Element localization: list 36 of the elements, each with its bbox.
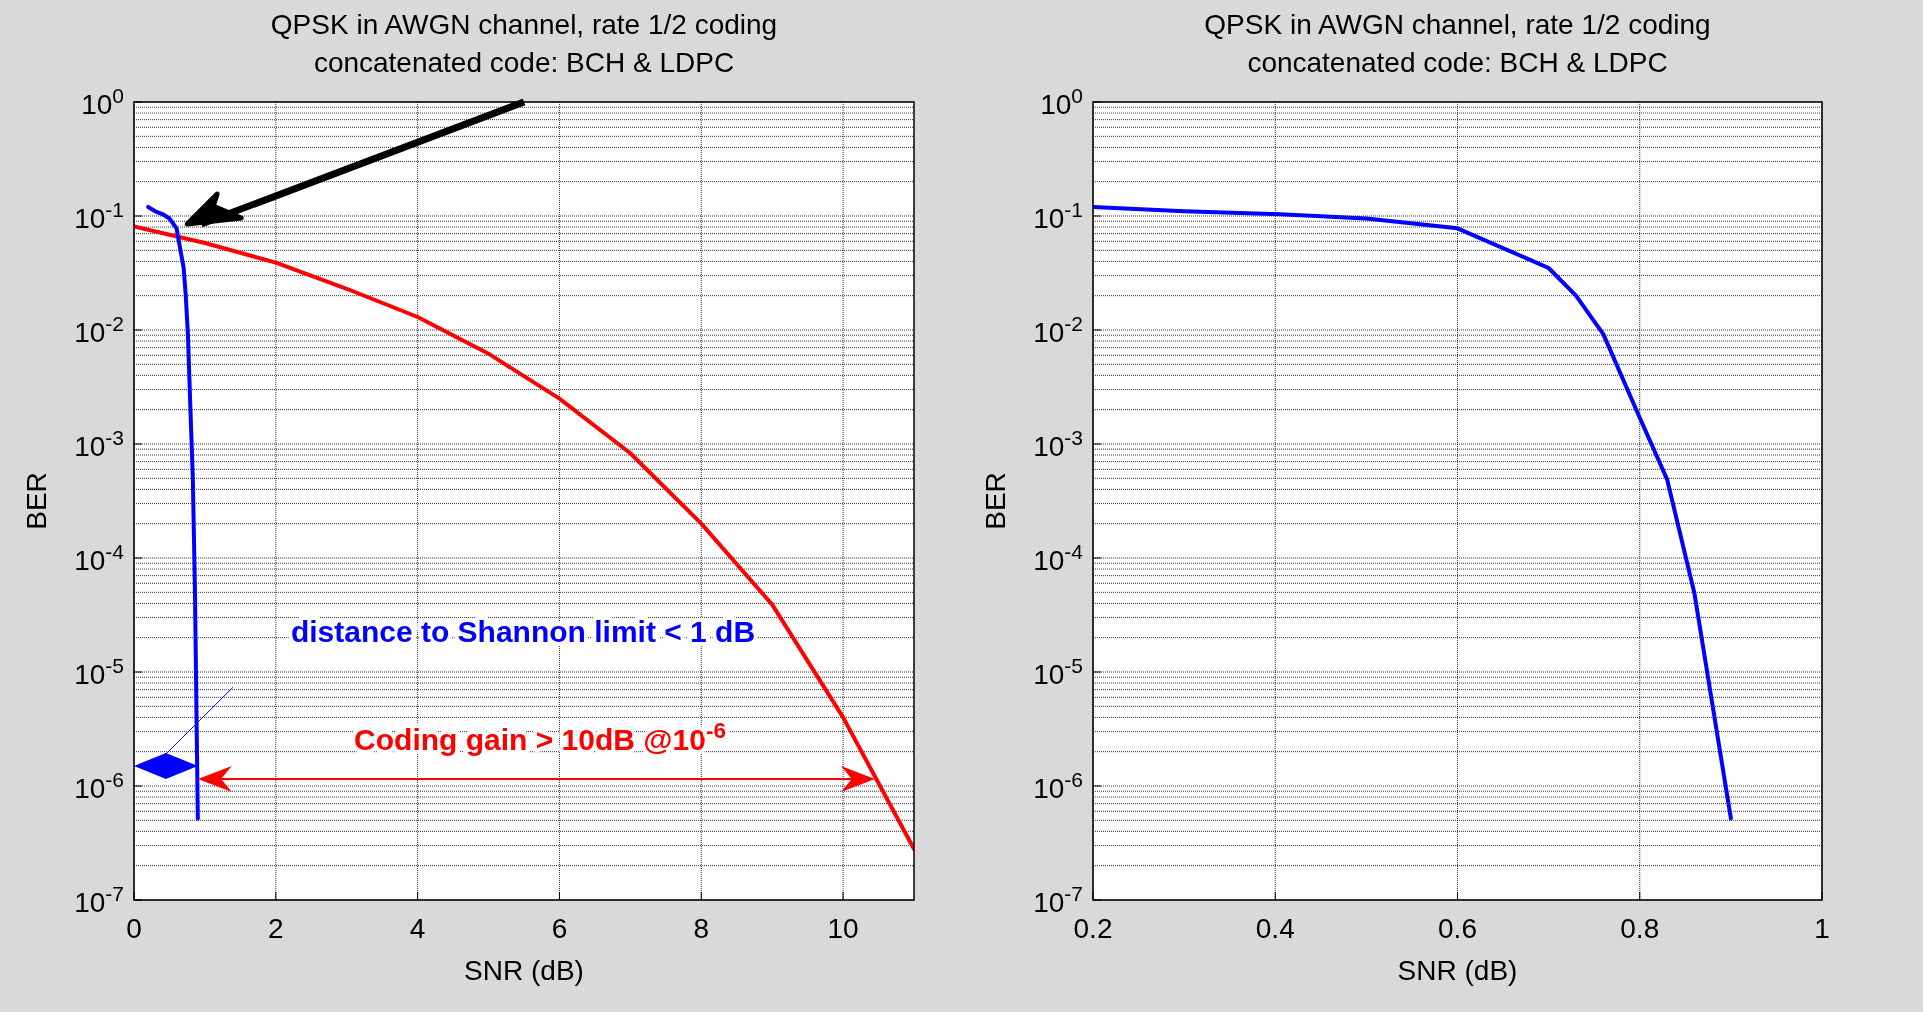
y-tick-label: 10$^{-3}$ — [1033, 425, 1083, 462]
y-tick-label: 10$^{0}$ — [81, 83, 124, 120]
y-tick-label: 10$^{0}$ — [1040, 83, 1083, 120]
x-tick-label: 0.8 — [1620, 913, 1660, 944]
y-tick-label: 10$^{-4}$ — [1033, 539, 1084, 576]
y-tick-label: 10$^{-6}$ — [1033, 767, 1083, 804]
y-tick-label: 10$^{-7}$ — [74, 881, 124, 918]
x-axis-title: SNR (dB) — [464, 955, 584, 986]
annotation: distance to Shannon limit < 1 dB — [290, 615, 756, 648]
chart-title: QPSK in AWGN channel, rate 1/2 coding concatenated code: BCH & LDPC — [270, 9, 778, 78]
y-tick-label: 10$^{-3}$ — [74, 425, 124, 462]
line-series — [1093, 204, 1733, 821]
y-tick-label: 10$^{-6}$ — [74, 767, 124, 804]
y-tick-label: 10$^{-2}$ — [1033, 311, 1083, 348]
x-tick-label: 10 — [827, 913, 859, 944]
y-tick-label: 10$^{-4}$ — [74, 539, 125, 576]
line-series — [146, 204, 200, 821]
y-tick-label: 10$^{-1}$ — [1033, 197, 1083, 234]
y-tick-label: 10$^{-5}$ — [74, 653, 124, 690]
y-tick-label: 10$^{-2}$ — [74, 311, 124, 348]
x-tick-label: 8 — [693, 913, 710, 944]
chart-title: QPSK in AWGN channel, rate 1/2 coding concatenated code: BCH & LDPC — [1204, 9, 1711, 78]
x-tick-label: 0.4 — [1255, 913, 1295, 944]
line-series — [134, 224, 914, 852]
x-tick-label: 4 — [409, 913, 426, 944]
x-tick-label: 6 — [551, 913, 568, 944]
x-tick-label: 0 — [126, 913, 142, 944]
x-tick-label: 0.6 — [1438, 913, 1477, 944]
annotation: Coding gain > 10dB @10$^{-6}$ — [354, 717, 726, 756]
y-tick-label: 10$^{-5}$ — [1033, 653, 1083, 690]
y-axis-title: BER — [21, 472, 52, 530]
x-axis-title: SNR (dB) — [1397, 955, 1518, 986]
x-tick-label: 1 — [1814, 913, 1830, 944]
y-axis-title: BER — [980, 472, 1011, 530]
y-tick-label: 10$^{-1}$ — [74, 197, 124, 234]
x-tick-label: 2 — [268, 913, 284, 944]
